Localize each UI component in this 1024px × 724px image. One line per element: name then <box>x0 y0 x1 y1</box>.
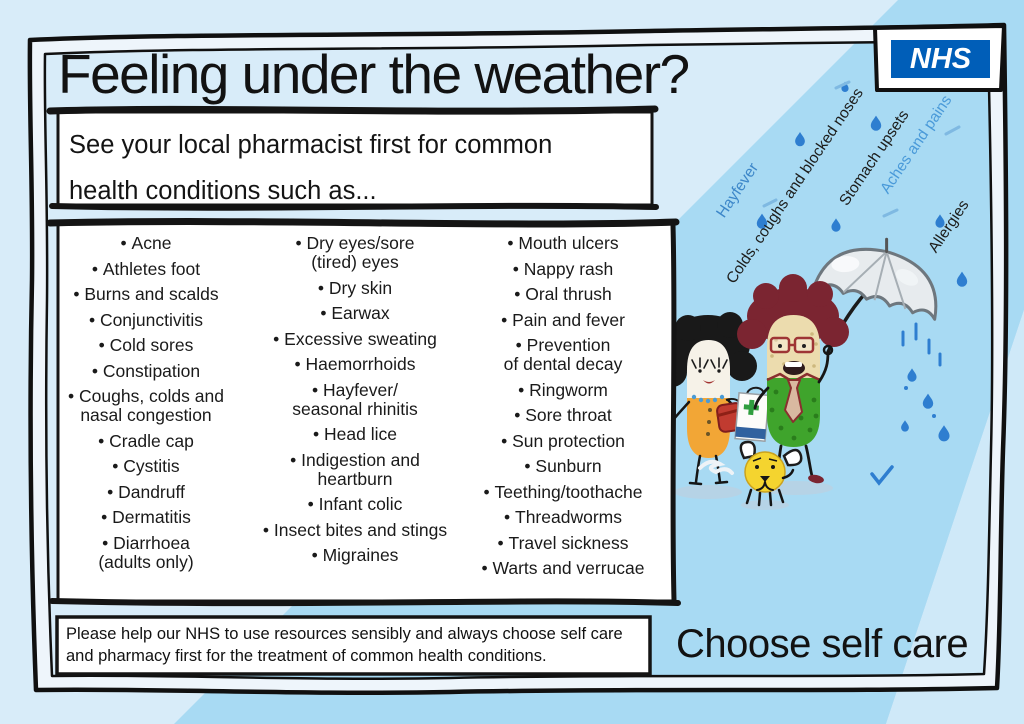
condition-item: Cold sores <box>58 336 234 355</box>
glasses <box>769 336 815 354</box>
condition-item: Oral thrush <box>470 285 656 304</box>
condition-item: Conjunctivitis <box>58 310 234 330</box>
condition-item: Ringworm <box>470 380 656 400</box>
female-capsule-character <box>657 312 757 486</box>
condition-item: Head lice <box>240 425 470 444</box>
footer-note-box <box>55 615 652 676</box>
condition-item: Pain and fever <box>470 310 656 330</box>
conditions-column-3: Mouth ulcers Nappy rash Oral thrush Pain an… <box>470 234 656 585</box>
condition-item: Acne <box>58 234 234 253</box>
condition-item: Sore throat <box>470 406 656 425</box>
pharmacy-bag <box>734 386 770 443</box>
conditions-column-2: Dry eyes/sore (tired) eyes Dry skin Earwax… <box>240 234 470 572</box>
condition-item: Earwax <box>240 304 470 323</box>
condition-item: Teething/toothache <box>470 482 656 502</box>
condition-item: Cradle cap <box>58 431 234 451</box>
condition-item: Mouth ulcers <box>470 234 656 253</box>
condition-item: Warts and verrucae <box>470 559 656 578</box>
condition-item: Coughs, colds and nasal congestion <box>58 387 234 425</box>
condition-item: Dermatitis <box>58 508 234 527</box>
condition-item: Dry skin <box>240 278 470 298</box>
condition-item: Athletes foot <box>58 259 234 279</box>
subtitle-text: See your local pharmacist first for comm… <box>69 131 553 205</box>
condition-item: Sunburn <box>470 457 656 476</box>
subtitle-box <box>46 105 659 211</box>
condition-item: Cystitis <box>58 457 234 476</box>
choose-self-care-tagline: Choose self care <box>676 622 969 666</box>
condition-item: Sun protection <box>470 431 656 451</box>
condition-item: Burns and scalds <box>58 285 234 304</box>
nhs-logo: NHS <box>891 40 990 78</box>
condition-item: Threadworms <box>470 508 656 527</box>
footer-note-text: Please help our NHS to use resources sen… <box>66 625 623 665</box>
condition-item: Insect bites and stings <box>240 520 470 540</box>
condition-item: Diarrhoea (adults only) <box>58 533 234 572</box>
condition-item: Haemorrhoids <box>240 355 470 374</box>
condition-item: Excessive sweating <box>240 329 470 349</box>
dog <box>698 440 803 507</box>
condition-item: Migraines <box>240 546 470 565</box>
condition-item: Dandruff <box>58 482 234 502</box>
sketch-border <box>27 22 1009 696</box>
condition-item: Hayfever/ seasonal rhinitis <box>240 380 470 419</box>
condition-item: Dry eyes/sore (tired) eyes <box>240 234 470 272</box>
condition-item: Nappy rash <box>470 259 656 279</box>
condition-item: Infant colic <box>240 495 470 514</box>
page-title: Feeling under the weather? <box>58 43 690 105</box>
conditions-column-1: Acne Athletes foot Burns and scalds Conjunc… <box>58 234 234 578</box>
raindrops <box>756 80 968 486</box>
condition-item: Indigestion and heartburn <box>240 450 470 489</box>
condition-item: Prevention of dental decay <box>470 336 656 374</box>
condition-item: Travel sickness <box>470 533 656 553</box>
condition-item: Constipation <box>58 361 234 381</box>
